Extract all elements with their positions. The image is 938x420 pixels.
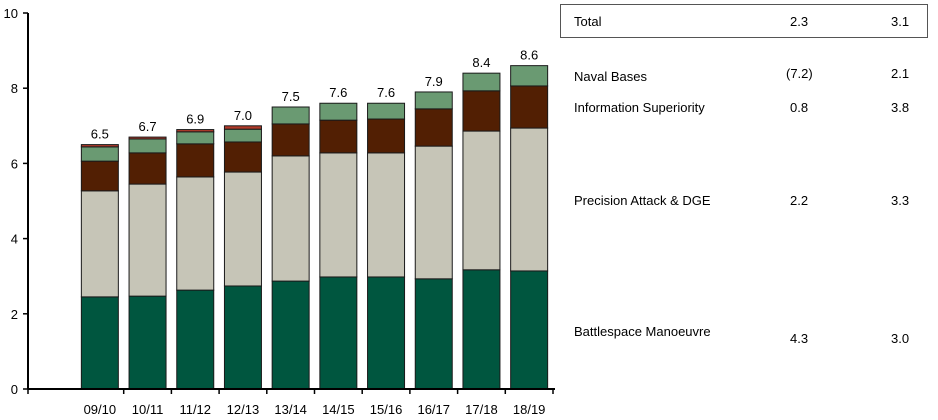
axes-group bbox=[23, 12, 555, 394]
bar-segment-information-superiority-12-13 bbox=[223, 141, 262, 173]
bar-segment-naval-bases-17-18 bbox=[462, 72, 501, 92]
bar-segment-naval-bases-10-11 bbox=[128, 138, 167, 154]
total-label-13-14: 7.5 bbox=[282, 89, 300, 104]
bar-segment-naval-bases-13-14 bbox=[271, 106, 310, 125]
legend-naval-bases-label: Naval Bases bbox=[574, 69, 647, 84]
total-label-15-16: 7.6 bbox=[377, 85, 395, 100]
x-tick-label-12-13: 12/13 bbox=[227, 402, 260, 417]
bar-segment-precision-attack-dge-14-15 bbox=[319, 152, 358, 278]
bar-segment-precision-attack-dge-10-11 bbox=[128, 183, 167, 297]
legend-information-superiority-col1: 0.8 bbox=[790, 100, 809, 115]
bar-segment-precision-attack-dge-11-12 bbox=[176, 176, 215, 291]
bar-segment-precision-attack-dge-16-17 bbox=[414, 145, 453, 280]
x-tick-label-18-19: 18/19 bbox=[513, 402, 546, 417]
total-label-16-17: 7.9 bbox=[425, 74, 443, 89]
bar-segment-battlespace-manoeuvre-14-15 bbox=[319, 276, 358, 390]
bar-segment-battlespace-manoeuvre-15-16 bbox=[367, 276, 406, 390]
total-label-18-19: 8.6 bbox=[520, 48, 538, 63]
bar-segment-precision-attack-dge-09-10 bbox=[80, 190, 119, 298]
total-label-09-10: 6.5 bbox=[91, 127, 109, 142]
bar-segment-information-superiority-18-19 bbox=[510, 85, 549, 129]
legend-information-superiority-col2: 3.8 bbox=[891, 100, 910, 115]
total-label-14-15: 7.6 bbox=[329, 85, 347, 100]
y-tick-label-2: 2 bbox=[11, 307, 18, 322]
bar-segment-information-superiority-16-17 bbox=[414, 108, 453, 147]
bar-segment-battlespace-manoeuvre-10-11 bbox=[128, 295, 167, 390]
legend-naval-bases-col2: 2.1 bbox=[891, 66, 910, 81]
bar-segment-naval-bases-12-13 bbox=[223, 128, 262, 143]
bar-segment-other-09-10 bbox=[80, 144, 119, 148]
legend-precision-attack-col1: 2.2 bbox=[790, 193, 809, 208]
bar-segment-battlespace-manoeuvre-17-18 bbox=[462, 269, 501, 390]
legend-precision-attack-label: Precision Attack & DGE bbox=[574, 193, 711, 208]
x-tick-label-16-17: 16/17 bbox=[417, 402, 450, 417]
x-tick-label-14-15: 14/15 bbox=[322, 402, 355, 417]
bar-segment-precision-attack-dge-13-14 bbox=[271, 155, 310, 282]
y-tick-label-8: 8 bbox=[11, 81, 18, 96]
bars-group bbox=[80, 65, 549, 390]
total-col2: 3.1 bbox=[891, 14, 910, 29]
legend-battlespace-manoeuvre-col1: 4.3 bbox=[790, 331, 809, 346]
legend-battlespace-manoeuvre-col2: 3.0 bbox=[891, 331, 910, 346]
x-tick-label-09-10: 09/10 bbox=[84, 402, 117, 417]
bar-segment-information-superiority-17-18 bbox=[462, 90, 501, 132]
legend-information-superiority-label: Information Superiority bbox=[574, 100, 705, 115]
bar-segment-battlespace-manoeuvre-09-10 bbox=[80, 296, 119, 390]
bar-segment-information-superiority-09-10 bbox=[80, 160, 119, 192]
bar-segment-precision-attack-dge-18-19 bbox=[510, 127, 549, 272]
labels-group: 6.5 09/10 6.7 10/11 6.9 11/12 7.0 12/13 7.5 13/14… bbox=[4, 6, 546, 417]
bar-segment-other-10-11 bbox=[128, 136, 167, 140]
bar-segment-other-12-13 bbox=[223, 125, 262, 130]
total-label-12-13: 7.0 bbox=[234, 108, 252, 123]
total-label-11-12: 6.9 bbox=[186, 112, 204, 127]
y-tick-label-10: 10 bbox=[4, 6, 18, 21]
bar-segment-naval-bases-18-19 bbox=[510, 65, 549, 87]
total-label-10-11: 6.7 bbox=[139, 119, 157, 134]
bar-segment-precision-attack-dge-17-18 bbox=[462, 130, 501, 271]
x-tick-label-13-14: 13/14 bbox=[274, 402, 307, 417]
bar-segment-naval-bases-09-10 bbox=[80, 146, 119, 162]
total-col1: 2.3 bbox=[790, 14, 809, 29]
y-tick-label-4: 4 bbox=[11, 232, 18, 247]
x-tick-label-15-16: 15/16 bbox=[370, 402, 403, 417]
bar-segment-information-superiority-13-14 bbox=[271, 123, 310, 157]
bar-segment-information-superiority-10-11 bbox=[128, 152, 167, 185]
legend-precision-attack-col2: 3.3 bbox=[891, 193, 910, 208]
bar-segment-precision-attack-dge-12-13 bbox=[223, 171, 262, 287]
bar-segment-battlespace-manoeuvre-13-14 bbox=[271, 280, 310, 390]
total-label: Total bbox=[574, 14, 602, 29]
legend-battlespace-manoeuvre-label: Battlespace Manoeuvre bbox=[574, 324, 711, 339]
total-label-17-18: 8.4 bbox=[472, 55, 490, 70]
bar-segment-naval-bases-11-12 bbox=[176, 131, 215, 145]
x-tick-label-11-12: 11/12 bbox=[179, 402, 211, 417]
bar-segment-battlespace-manoeuvre-18-19 bbox=[510, 270, 549, 390]
bar-segment-information-superiority-15-16 bbox=[367, 118, 406, 154]
bar-segment-battlespace-manoeuvre-12-13 bbox=[223, 285, 262, 390]
x-tick-label-17-18: 17/18 bbox=[465, 402, 498, 417]
bar-segment-naval-bases-16-17 bbox=[414, 91, 453, 110]
y-tick-label-0: 0 bbox=[11, 382, 18, 397]
bar-segment-battlespace-manoeuvre-11-12 bbox=[176, 289, 215, 390]
bar-segment-precision-attack-dge-15-16 bbox=[367, 152, 406, 278]
bar-segment-naval-bases-15-16 bbox=[367, 102, 406, 120]
bar-segment-battlespace-manoeuvre-16-17 bbox=[414, 278, 453, 390]
bar-segment-information-superiority-11-12 bbox=[176, 143, 215, 178]
legend-naval-bases-col1: (7.2) bbox=[786, 66, 813, 81]
total-box bbox=[560, 4, 928, 38]
y-tick-label-6: 6 bbox=[11, 156, 18, 171]
bar-segment-other-11-12 bbox=[176, 129, 215, 133]
bar-segment-information-superiority-14-15 bbox=[319, 119, 358, 154]
x-tick-label-10-11: 10/11 bbox=[132, 402, 164, 417]
bar-segment-naval-bases-14-15 bbox=[319, 102, 358, 121]
